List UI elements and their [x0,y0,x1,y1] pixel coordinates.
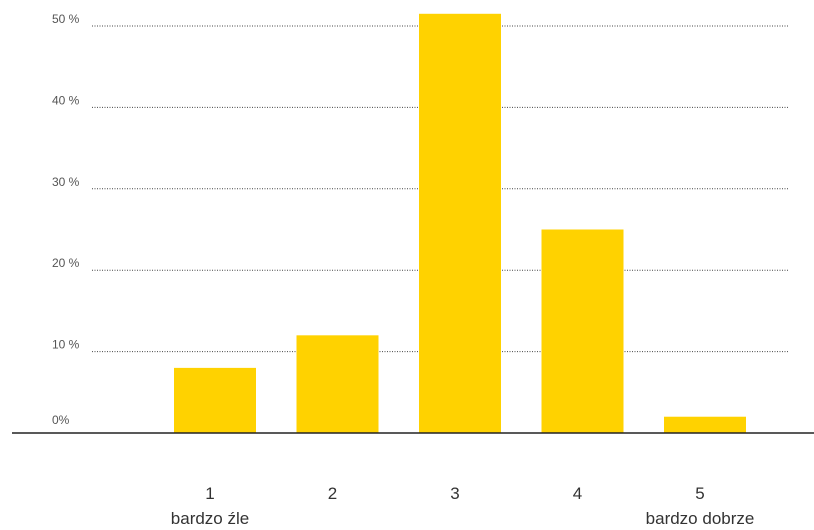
x-axis-category-labels: 1 bardzo źle 2 3 4 5 bardzo dobrze [171,484,755,528]
x-tick-label: 1 [205,484,214,503]
x-tick-label: 2 [328,484,337,503]
y-axis-tick-labels: 0% 10 % 20 % 30 % 40 % 50 % [52,12,80,427]
x-tick-label: 5 [695,484,704,503]
y-tick-label: 30 % [52,175,80,189]
y-tick-label: 0% [52,413,70,427]
bar-3 [419,13,501,433]
y-tick-label: 10 % [52,338,80,352]
bar-1 [174,367,256,433]
bar-5 [664,416,746,433]
y-tick-label: 50 % [52,12,80,26]
x-tick-label: 3 [450,484,459,503]
bar-4 [541,229,624,433]
x-tick-sublabel: bardzo dobrze [646,509,755,528]
bars [174,13,746,433]
bar-2 [296,335,379,433]
y-tick-label: 20 % [52,256,80,270]
x-tick-sublabel: bardzo źle [171,509,249,528]
x-tick-label: 4 [573,484,582,503]
y-tick-label: 40 % [52,93,80,107]
